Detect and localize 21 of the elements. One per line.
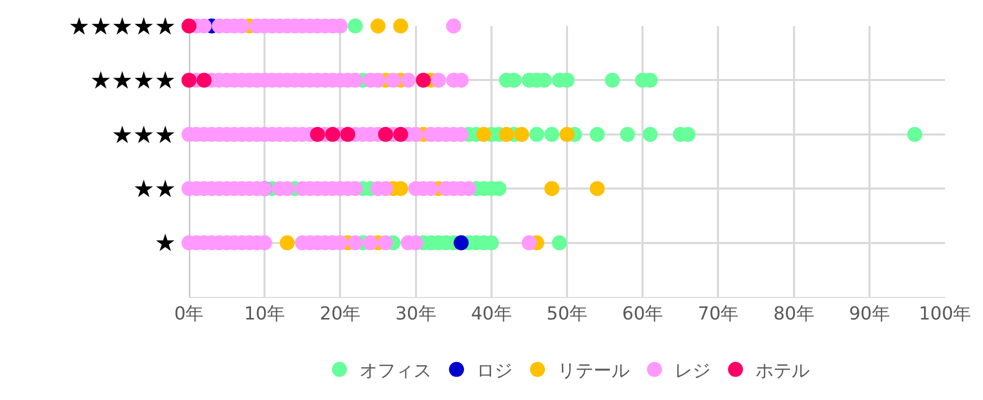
y-tick-label: ★ [154,229,176,258]
x-tick-label: 100年 [918,304,972,325]
x-tick-label: 30年 [395,304,436,325]
legend-label: ホテル [756,360,810,382]
x-tick-label: 50年 [546,304,588,325]
x-tick-label: 10年 [244,304,286,325]
legend-label: レジ [674,360,710,382]
y-tick-label: ★★★ [111,120,176,149]
y-tick-label: ★★★★★ [68,12,176,40]
x-tick-label: 0年 [174,304,204,325]
x-tick-label: 70年 [698,304,739,325]
y-tick-label: ★★★★ [90,66,176,95]
legend-label: オフィス [360,360,432,382]
legend-label: リテール [558,360,630,382]
x-tick-label: 40年 [470,304,512,325]
x-tick-label: 60年 [622,304,664,325]
y-tick-label: ★★ [132,175,176,203]
legend-label: ロジ [476,360,512,382]
x-tick-label: 90年 [848,304,890,325]
x-tick-label: 20年 [320,304,361,325]
x-tick-label: 80年 [773,304,814,325]
